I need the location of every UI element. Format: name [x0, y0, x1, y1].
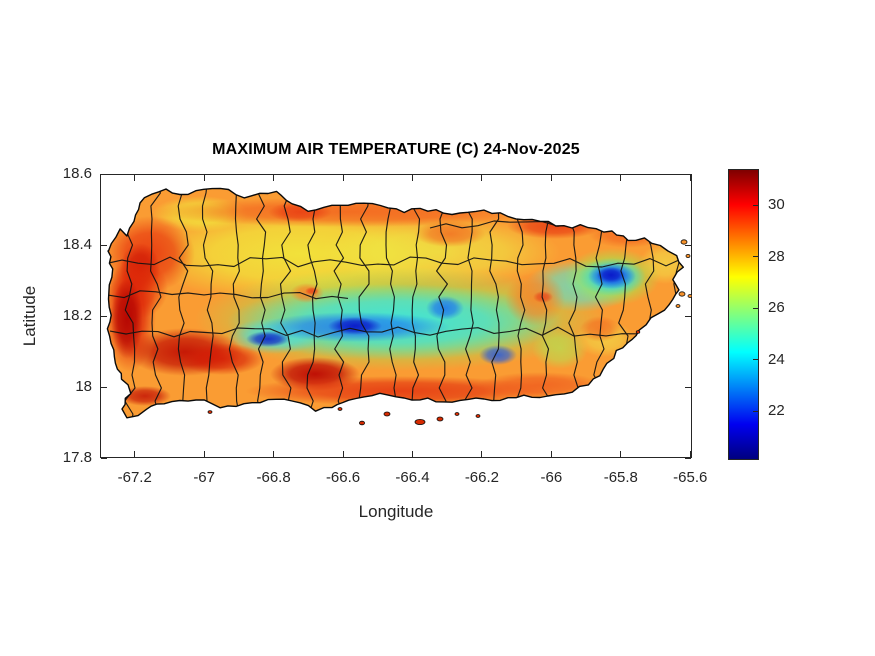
y-tick-mark — [101, 173, 107, 175]
offshore-cay — [414, 418, 426, 425]
colorbar-tick-mark — [753, 410, 758, 412]
x-tick-mark-top — [134, 175, 136, 181]
offshore-cay — [337, 407, 343, 411]
offshore-cay — [635, 330, 641, 334]
y-tick-label: 18.6 — [62, 165, 92, 182]
x-tick-mark — [273, 451, 275, 457]
x-tick-label: -67.2 — [117, 469, 152, 486]
x-tick-mark-top — [550, 175, 552, 181]
offshore-cay — [678, 291, 686, 297]
y-tick-mark — [101, 315, 107, 317]
x-tick-mark-top — [203, 175, 205, 181]
x-tick-mark-top — [689, 175, 691, 181]
plot-area — [100, 174, 692, 458]
y-tick-mark-right — [685, 173, 691, 175]
offshore-cay — [207, 410, 213, 414]
x-tick-label: -66.2 — [464, 469, 500, 486]
offshore-cay — [475, 414, 481, 418]
x-tick-mark-top — [411, 175, 413, 181]
x-tick-mark-top — [620, 175, 622, 181]
y-tick-mark — [101, 386, 107, 388]
x-tick-label: -66.6 — [325, 469, 361, 486]
offshore-cay — [436, 416, 444, 422]
x-tick-mark — [620, 451, 622, 457]
x-tick-label: -66.8 — [256, 469, 291, 486]
x-tick-mark — [203, 451, 205, 457]
temperature-field — [107, 188, 684, 418]
colorbar-tick-mark — [753, 204, 758, 206]
y-tick-label: 18.2 — [62, 307, 92, 324]
colorbar-tick-mark — [753, 359, 758, 361]
offshore-cay — [358, 420, 365, 426]
colorbar-tick-label: 28 — [768, 247, 785, 265]
y-tick-mark — [101, 457, 107, 459]
colorbar-tick-label: 30 — [768, 196, 785, 214]
colorbar-tick-mark — [753, 256, 758, 258]
y-tick-mark — [101, 244, 107, 246]
y-tick-label: 18 — [75, 378, 92, 395]
puerto-rico-temperature-map — [106, 187, 692, 426]
plot-title: MAXIMUM AIR TEMPERATURE (C) 24-Nov-2025 — [212, 141, 580, 158]
x-tick-label: -65.6 — [673, 469, 708, 486]
x-tick-label: -66.4 — [395, 469, 430, 486]
offshore-cay — [687, 294, 692, 298]
x-tick-mark — [342, 451, 344, 457]
colorbar-tick-label: 26 — [768, 299, 785, 317]
x-tick-label: -67 — [193, 469, 215, 486]
x-tick-mark — [134, 451, 136, 457]
x-tick-mark-top — [273, 175, 275, 181]
x-tick-mark — [689, 451, 691, 457]
x-axis-label: Longitude — [358, 502, 434, 521]
offshore-cay — [680, 239, 688, 245]
offshore-cay — [675, 304, 681, 308]
offshore-cay — [685, 254, 691, 259]
y-tick-mark-right — [685, 457, 691, 459]
x-tick-mark-top — [481, 175, 483, 181]
colorbar — [728, 169, 759, 460]
offshore-cay — [383, 411, 391, 417]
x-tick-label: -65.8 — [603, 469, 638, 486]
y-tick-mark-right — [685, 244, 691, 246]
x-tick-label: -66 — [540, 469, 563, 486]
x-tick-mark — [411, 451, 413, 457]
y-tick-mark-right — [685, 315, 691, 317]
x-tick-mark — [550, 451, 552, 457]
y-tick-label: 17.8 — [62, 449, 92, 466]
y-tick-mark-right — [685, 386, 691, 388]
colorbar-tick-label: 22 — [768, 402, 785, 420]
y-tick-label: 18.4 — [62, 236, 92, 253]
x-tick-mark-top — [342, 175, 344, 181]
x-tick-mark — [481, 451, 483, 457]
colorbar-tick-label: 24 — [768, 350, 785, 368]
colorbar-tick-mark — [753, 307, 758, 309]
offshore-cay — [454, 412, 460, 416]
